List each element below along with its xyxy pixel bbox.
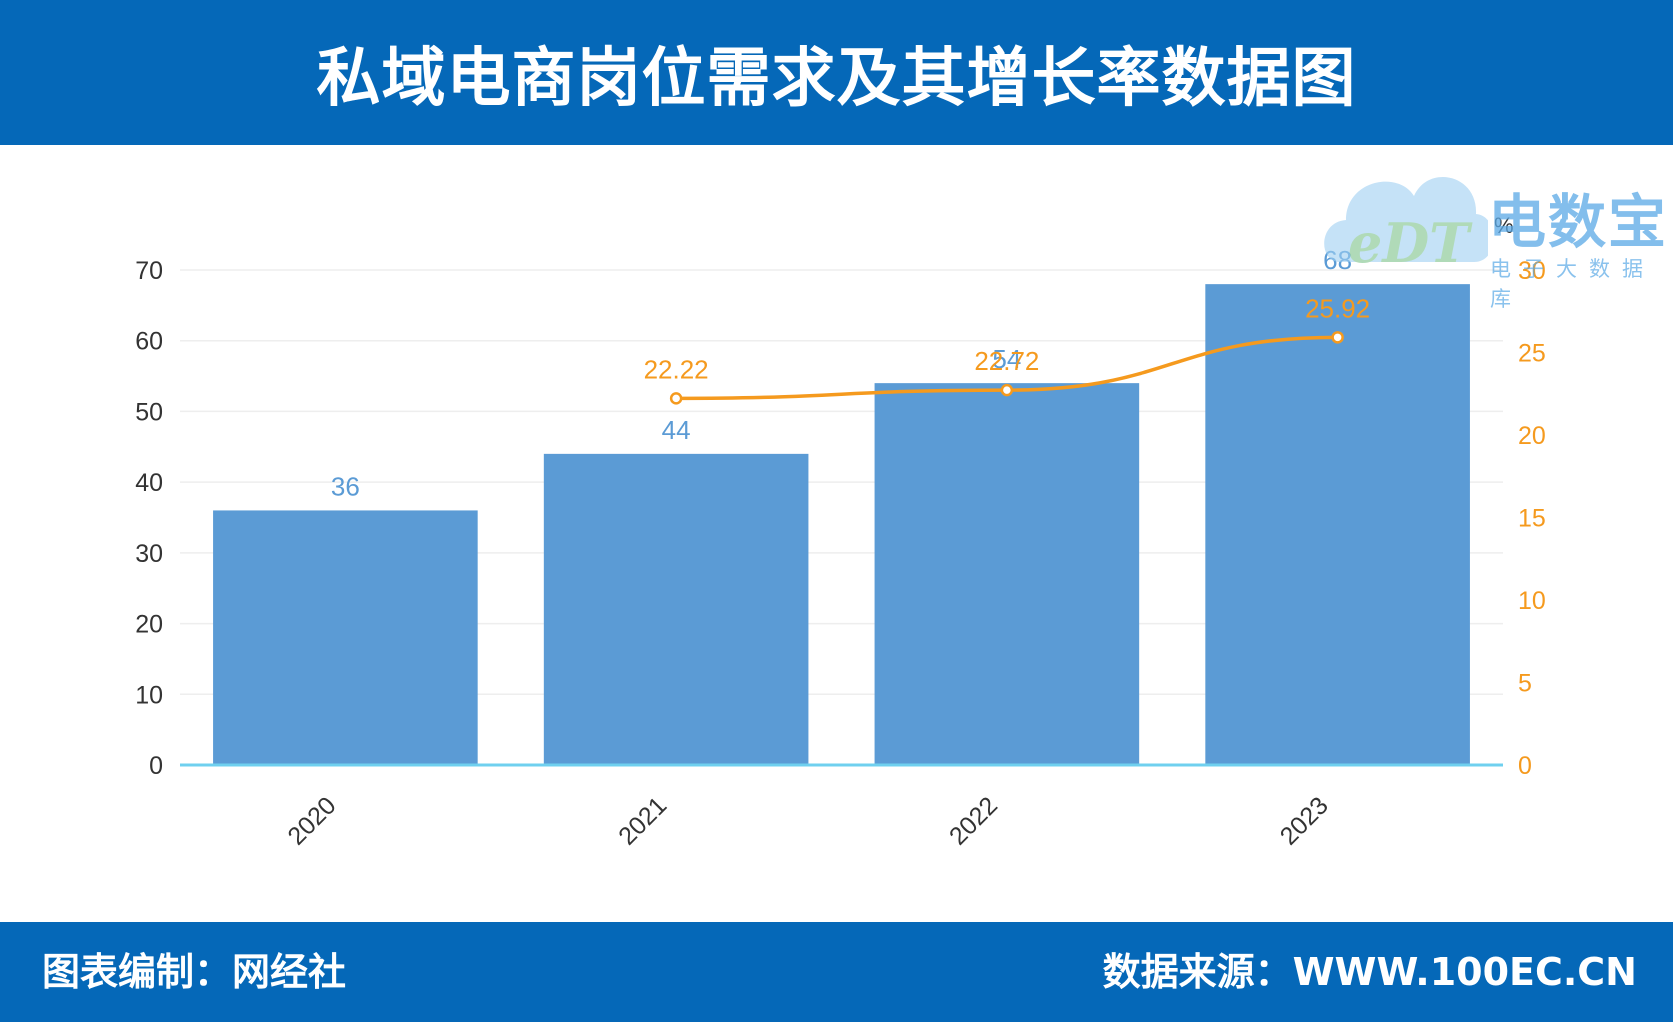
y-left-tick-label: 30	[135, 540, 163, 568]
bar-value-label: 54	[992, 344, 1021, 374]
line-value-label: 25.92	[1305, 293, 1370, 323]
x-tick-label: 2023	[1275, 791, 1334, 850]
y-left-tick-label: 20	[135, 611, 163, 639]
data-source: 数据来源：WWW.100EC.CN	[1102, 950, 1637, 994]
y-left-tick-label: 0	[149, 752, 163, 780]
bar	[213, 510, 478, 765]
bar	[874, 383, 1140, 765]
y-right-tick-label: 15	[1518, 505, 1546, 533]
y-right-tick-label: 25	[1518, 340, 1546, 368]
y-left-tick-label: 10	[135, 681, 163, 709]
chart-area: 010203040506070051015202530%364454682020…	[135, 213, 1546, 851]
y-left-tick-label: 50	[135, 398, 163, 426]
watermark-brand: 电数宝	[1488, 188, 1669, 256]
x-tick-label: 2021	[613, 791, 672, 850]
line-point	[1331, 331, 1344, 344]
x-tick-label: 2022	[944, 791, 1003, 850]
bar	[1205, 284, 1470, 765]
logo-text: eDT	[1348, 211, 1473, 275]
y-right-tick-label: 30	[1518, 257, 1546, 285]
bar-value-label: 36	[331, 471, 360, 501]
line-value-label: 22.72	[974, 346, 1039, 376]
line-value-label: 22.22	[644, 354, 709, 384]
x-tick-label: 2020	[282, 791, 341, 850]
chart-credit: 图表编制：网经社	[42, 950, 347, 994]
y-right-tick-label: 5	[1518, 670, 1532, 698]
y-right-tick-label: 10	[1518, 587, 1546, 615]
cloud-logo-icon: eDT	[1324, 177, 1488, 275]
watermark: eDT 电数宝 电子大数据库	[1318, 150, 1669, 311]
chart-header: 私域电商岗位需求及其增长率数据图	[0, 0, 1673, 145]
y-left-tick-label: 70	[135, 257, 163, 285]
watermark-subtitle: 电子大数据库	[1490, 257, 1655, 311]
y-right-tick-label: 0	[1518, 752, 1532, 780]
y-right-tick-label: 20	[1518, 422, 1546, 450]
y-left-tick-label: 60	[135, 328, 163, 356]
bar	[543, 453, 809, 765]
line-point	[1000, 383, 1014, 397]
chart-footer: 图表编制：网经社 数据来源：WWW.100EC.CN	[0, 922, 1673, 1022]
bar-value-label: 44	[662, 415, 691, 445]
line-point	[669, 392, 683, 405]
y-right-unit-label: %	[1494, 213, 1514, 238]
chart-title: 私域电商岗位需求及其增长率数据图	[316, 41, 1357, 116]
y-left-tick-label: 40	[135, 469, 163, 497]
